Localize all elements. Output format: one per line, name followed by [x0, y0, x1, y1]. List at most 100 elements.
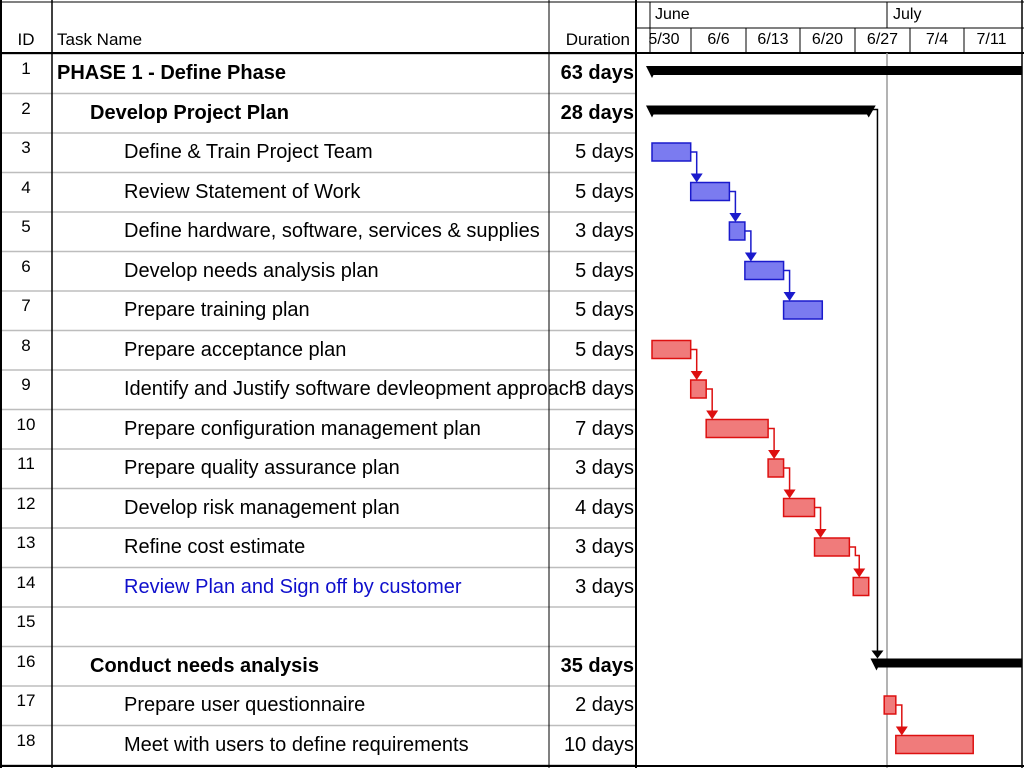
task-bar: [728, 221, 746, 241]
task-row[interactable]: 18 Meet with users to define requirements…: [0, 726, 636, 766]
task-bar: [651, 339, 692, 360]
task-duration-cell[interactable]: 4 days: [575, 496, 634, 519]
task-row[interactable]: 8 Prepare acceptance plan 5 days: [0, 331, 636, 371]
task-bar: [767, 458, 785, 478]
dependency-arrow: [690, 371, 703, 380]
task-name-cell[interactable]: Develop needs analysis plan: [124, 259, 379, 282]
task-row[interactable]: 6 Develop needs analysis plan 5 days: [0, 252, 636, 292]
task-row[interactable]: 15: [0, 607, 636, 647]
task-id-cell: 17: [16, 691, 36, 710]
task-row[interactable]: 14 Review Plan and Sign off by customer 3 …: [0, 568, 636, 608]
task-row[interactable]: 12 Develop risk management plan 4 days: [0, 489, 636, 529]
task-name-cell[interactable]: Prepare acceptance plan: [124, 338, 347, 361]
timescale-week-label: 7/11: [976, 31, 1007, 48]
task-row[interactable]: 17 Prepare user questionnaire 2 days: [0, 686, 636, 726]
task-id-cell: 16: [16, 651, 36, 671]
dependency-link: [768, 427, 775, 452]
task-name-cell[interactable]: Meet with users to define requirements: [124, 733, 469, 756]
task-name-cell[interactable]: Prepare configuration management plan: [124, 417, 481, 440]
task-id-cell: 11: [17, 454, 35, 473]
task-duration-cell[interactable]: 3 days: [575, 457, 634, 479]
task-id-cell: 7: [21, 296, 31, 315]
task-row[interactable]: 16 Conduct needs analysis 35 days: [0, 647, 636, 687]
task-duration-cell[interactable]: 5 days: [575, 338, 634, 361]
task-name-column-header[interactable]: Task Name: [57, 30, 143, 49]
task-duration-cell[interactable]: 3 days: [575, 575, 634, 598]
task-duration-cell[interactable]: 7 days: [575, 417, 634, 440]
task-row[interactable]: 4 Review Statement of Work 5 days: [0, 173, 636, 213]
task-name-cell[interactable]: Review Plan and Sign off by customer: [124, 575, 462, 598]
dependency-link: [690, 151, 698, 176]
task-name-cell[interactable]: PHASE 1 - Define Phase: [57, 62, 286, 84]
dependency-link: [783, 467, 791, 492]
summary-bar: [652, 105, 869, 115]
task-name-cell[interactable]: [53, 607, 620, 647]
dependency-arrow: [729, 213, 742, 222]
task-duration-cell[interactable]: 5 days: [575, 259, 634, 282]
task-name-cell[interactable]: Review Statement of Work: [124, 180, 361, 203]
task-duration-cell[interactable]: 3 days: [575, 378, 634, 400]
timescale-week-label: 7/4: [925, 31, 949, 48]
task-name-cell[interactable]: Identify and Justify software devleopmen…: [124, 378, 580, 400]
task-id-cell: 5: [21, 217, 31, 236]
task-row[interactable]: 11 Prepare quality assurance plan 3 days: [0, 449, 636, 489]
task-id-cell: 15: [16, 612, 36, 631]
task-duration-cell[interactable]: 10 days: [563, 733, 634, 756]
dependency-arrow: [814, 529, 827, 538]
task-row[interactable]: 7 Prepare training plan 5 days: [0, 291, 636, 331]
task-duration-cell[interactable]: 35 days: [560, 654, 634, 677]
task-duration-cell[interactable]: 5 days: [575, 299, 634, 321]
timescale-week-label: 6/27: [866, 31, 899, 48]
task-duration-cell[interactable]: 28 days: [560, 101, 634, 124]
task-row[interactable]: 5 Define hardware, software, services & s…: [0, 212, 636, 252]
task-duration-cell[interactable]: 5 days: [575, 180, 634, 203]
dependency-arrow: [706, 410, 719, 420]
task-row[interactable]: 13 Refine cost estimate 3 days: [0, 528, 636, 568]
task-name-cell[interactable]: Develop Project Plan: [90, 101, 289, 124]
task-duration-cell[interactable]: 2 days: [575, 694, 634, 716]
task-bar: [705, 418, 769, 439]
task-bar: [651, 142, 692, 162]
summary-start-marker: [646, 66, 658, 78]
dependency-arrow: [690, 173, 703, 183]
task-row[interactable]: 2 Develop Project Plan 28 days: [0, 94, 636, 134]
duration-column-header[interactable]: Duration: [565, 30, 630, 49]
task-row[interactable]: 3 Define & Train Project Team 5 days: [0, 133, 636, 173]
task-id-cell: 1: [21, 59, 31, 78]
task-name-cell[interactable]: Define hardware, software, services & su…: [124, 220, 540, 242]
task-bar: [782, 497, 816, 518]
dependency-link: [783, 269, 791, 294]
id-column-header[interactable]: ID: [17, 30, 35, 49]
task-name-cell[interactable]: Prepare user questionnaire: [124, 694, 366, 716]
task-row[interactable]: 1 PHASE 1 - Define Phase 63 days: [0, 54, 636, 94]
dependency-arrow: [783, 292, 796, 301]
dependency-arrow: [871, 650, 884, 659]
task-id-cell: 14: [16, 572, 36, 592]
task-duration-cell[interactable]: 3 days: [575, 220, 634, 242]
timescale-month-june: June: [655, 6, 690, 23]
task-id-cell: 8: [21, 335, 31, 355]
dependency-link: [706, 388, 713, 413]
timescale-week-label: 6/6: [707, 31, 730, 48]
task-row[interactable]: 10 Prepare configuration management plan 7…: [0, 410, 636, 450]
task-name-cell[interactable]: Refine cost estimate: [124, 536, 306, 558]
task-name-cell[interactable]: Conduct needs analysis: [90, 654, 319, 677]
task-row[interactable]: 9 Identify and Justify software devleopme…: [0, 370, 636, 410]
task-duration-cell[interactable]: 3 days: [575, 536, 634, 558]
task-name-cell[interactable]: Prepare training plan: [124, 299, 310, 321]
dependency-arrow: [744, 252, 757, 262]
task-id-cell: 13: [16, 533, 36, 552]
task-duration-cell[interactable]: [550, 607, 634, 647]
task-name-cell[interactable]: Define & Train Project Team: [124, 141, 373, 163]
task-bar: [883, 695, 897, 715]
summary-start-marker: [870, 658, 883, 671]
task-name-cell[interactable]: Prepare quality assurance plan: [124, 457, 400, 479]
timescale-month-july: July: [893, 6, 922, 23]
task-id-cell: 4: [21, 177, 31, 197]
task-id-cell: 18: [16, 730, 36, 750]
task-name-cell[interactable]: Develop risk management plan: [124, 496, 400, 519]
task-duration-cell[interactable]: 63 days: [560, 62, 634, 84]
task-duration-cell[interactable]: 5 days: [575, 141, 634, 163]
summary-bar: [652, 66, 1022, 75]
task-id-cell: 9: [21, 375, 31, 394]
